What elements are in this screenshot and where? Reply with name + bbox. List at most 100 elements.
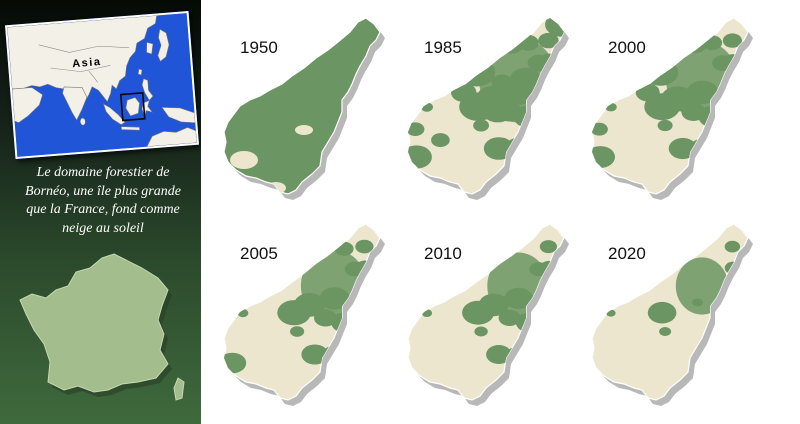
forest-patch [725,158,746,174]
forest-patch [651,237,666,248]
panel-year-label: 2020 [608,244,646,263]
sidebar-panel: Asia Le domaine forestier de Bornéo, une… [0,0,201,424]
forest-patch [541,158,563,175]
forest-patch [724,152,748,173]
forest-patch [503,179,517,189]
cleared-patch [230,151,258,169]
forest-patch [369,291,380,312]
panel-year-label: 1950 [240,38,278,57]
forest-patch [718,368,748,391]
borneo-map [407,17,569,200]
forest-patch [539,151,564,174]
forest-patch [509,372,540,395]
forest-patch [649,29,667,43]
forest-patch [356,318,376,333]
forest-patch [282,236,299,249]
asia-locator-map: Asia [5,10,199,160]
cleared-patch [295,125,313,135]
forest-patch [408,122,425,136]
forest-patch [546,107,564,128]
taiwan [137,68,143,76]
france-map [19,253,185,401]
forest-patch [224,352,247,374]
corsica [173,377,185,401]
forest-patch [538,32,559,49]
forest-patch [346,394,361,400]
panel-year-label: 2010 [424,244,462,263]
forest-map-panel: 2000 [584,10,774,215]
forest-patch [473,119,489,132]
panel-year-label: 2005 [240,244,278,263]
forest-patch [547,151,564,174]
forest-patch [421,309,433,317]
forest-patch [531,165,564,192]
forest-patch [364,314,380,333]
forest-patch [592,146,615,168]
forest-patch [491,18,526,36]
forest-patch [554,291,564,311]
forest-patch [481,227,495,237]
forest-patch [408,145,432,169]
korea [146,41,154,55]
forest-patch [357,358,380,379]
forest-patch [539,240,557,254]
forest-patch [534,373,564,396]
forest-patch [355,239,374,254]
forest-patch [689,386,699,394]
forest-patch [349,372,380,397]
forest-patch [529,158,564,188]
forest-patch [486,345,512,364]
borneo-map [591,17,753,200]
forest-patch [424,182,452,194]
forest-patch [659,327,672,336]
forest-patch [720,89,748,114]
forest-patch [320,385,332,395]
forest-patch [712,170,727,182]
forest-patch [528,377,542,387]
australia [146,127,197,148]
forest-patch [713,187,729,194]
new-guinea [161,107,196,124]
forest-patch [725,132,748,154]
caption: Le domaine forestier de Bornéo, une île … [8,164,198,238]
forest-patch [466,236,482,249]
forest-patch [344,377,358,388]
forest-patch [423,269,457,294]
forest-patch [507,164,542,191]
philippines [141,78,154,101]
caption-line: neige au soleil [62,220,144,236]
caption-line: Bornéo, une île plus grande [25,183,181,199]
panel-year-label: 2000 [608,38,646,57]
forest-map-panel: 1950 [216,10,406,215]
borneo-map [591,223,753,406]
india-peninsula [62,86,88,121]
forest-map-panel: 2005 [216,216,406,421]
forest-patch [716,165,748,192]
forest-patch [724,240,741,253]
forest-patch [529,187,546,194]
forest-patch [480,35,499,49]
forest-patch [527,170,543,182]
forest-patch [551,83,564,107]
interior-forest [479,37,557,123]
forest-patch [539,111,561,128]
forest-panels-grid: 1950 1985 2000 2005 2010 2020 [201,0,800,424]
borneo-map [223,223,385,406]
forest-patch [532,367,564,392]
forest-patch [707,355,726,369]
forest-patch [290,326,305,337]
interior-forest [675,257,729,315]
forest-patch [465,29,484,44]
sumatra [102,103,126,125]
forest-patch [464,38,495,61]
forest-patch [474,326,488,337]
caption-line: Le domaine forestier de [36,165,170,180]
forest-patch [692,165,725,190]
france-shape [19,253,169,393]
forest-map-panel: 2020 [584,216,774,421]
forest-patch [705,147,728,165]
forest-patch [297,226,311,237]
forest-map-panel: 2010 [400,216,590,421]
forest-patch [664,20,679,32]
forest-patch [547,157,564,170]
